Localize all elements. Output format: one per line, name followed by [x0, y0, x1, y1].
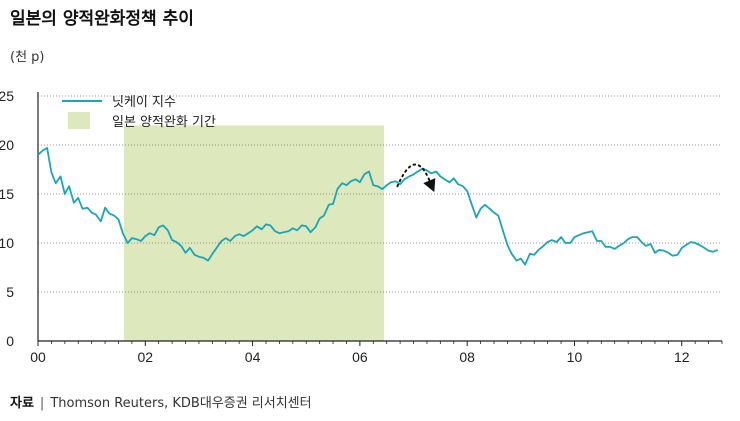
unit-label: (천 p)	[10, 50, 45, 65]
source-text: Thomson Reuters, KDB대우증권 리서치센터	[50, 396, 312, 411]
legend-label-nikkei: 닛케이 지수	[112, 95, 176, 110]
x-tick-label: 04	[245, 349, 261, 365]
annotation-layer	[396, 163, 436, 193]
x-tick-label: 12	[674, 349, 690, 365]
axis-layer: 0 5 10 15 20 25 00 02 04 06 08 10 12	[0, 88, 723, 365]
legend-band-swatch	[68, 112, 90, 129]
source-key: 자료	[10, 396, 34, 411]
x-tick-label: 06	[352, 349, 368, 365]
x-tick-label: 08	[459, 349, 475, 365]
x-tick-label: 10	[567, 349, 583, 365]
grid-layer	[38, 95, 722, 293]
y-tick-label: 25	[0, 88, 14, 104]
chart-title: 일본의 양적완화정책 추이	[10, 9, 194, 29]
y-tick-label: 20	[0, 137, 14, 153]
trend-arrow-head	[423, 178, 436, 193]
y-tick-label: 15	[0, 186, 14, 202]
x-tick-label: 00	[30, 349, 46, 365]
source-separator: |	[39, 396, 45, 411]
y-tick-label: 10	[0, 235, 14, 251]
y-tick-label: 0	[6, 333, 14, 349]
x-tick-label: 02	[138, 349, 154, 365]
source-note: 자료 | Thomson Reuters, KDB대우증권 리서치센터	[10, 392, 312, 411]
qe-period-band	[123, 125, 385, 342]
y-tick-label: 5	[6, 284, 14, 300]
trend-arrow	[396, 163, 431, 188]
band-layer	[123, 125, 385, 342]
legend-label-qe: 일본 양적완화 기간	[112, 115, 216, 130]
nikkei-index-line	[37, 146, 719, 266]
line-layer	[37, 146, 719, 266]
